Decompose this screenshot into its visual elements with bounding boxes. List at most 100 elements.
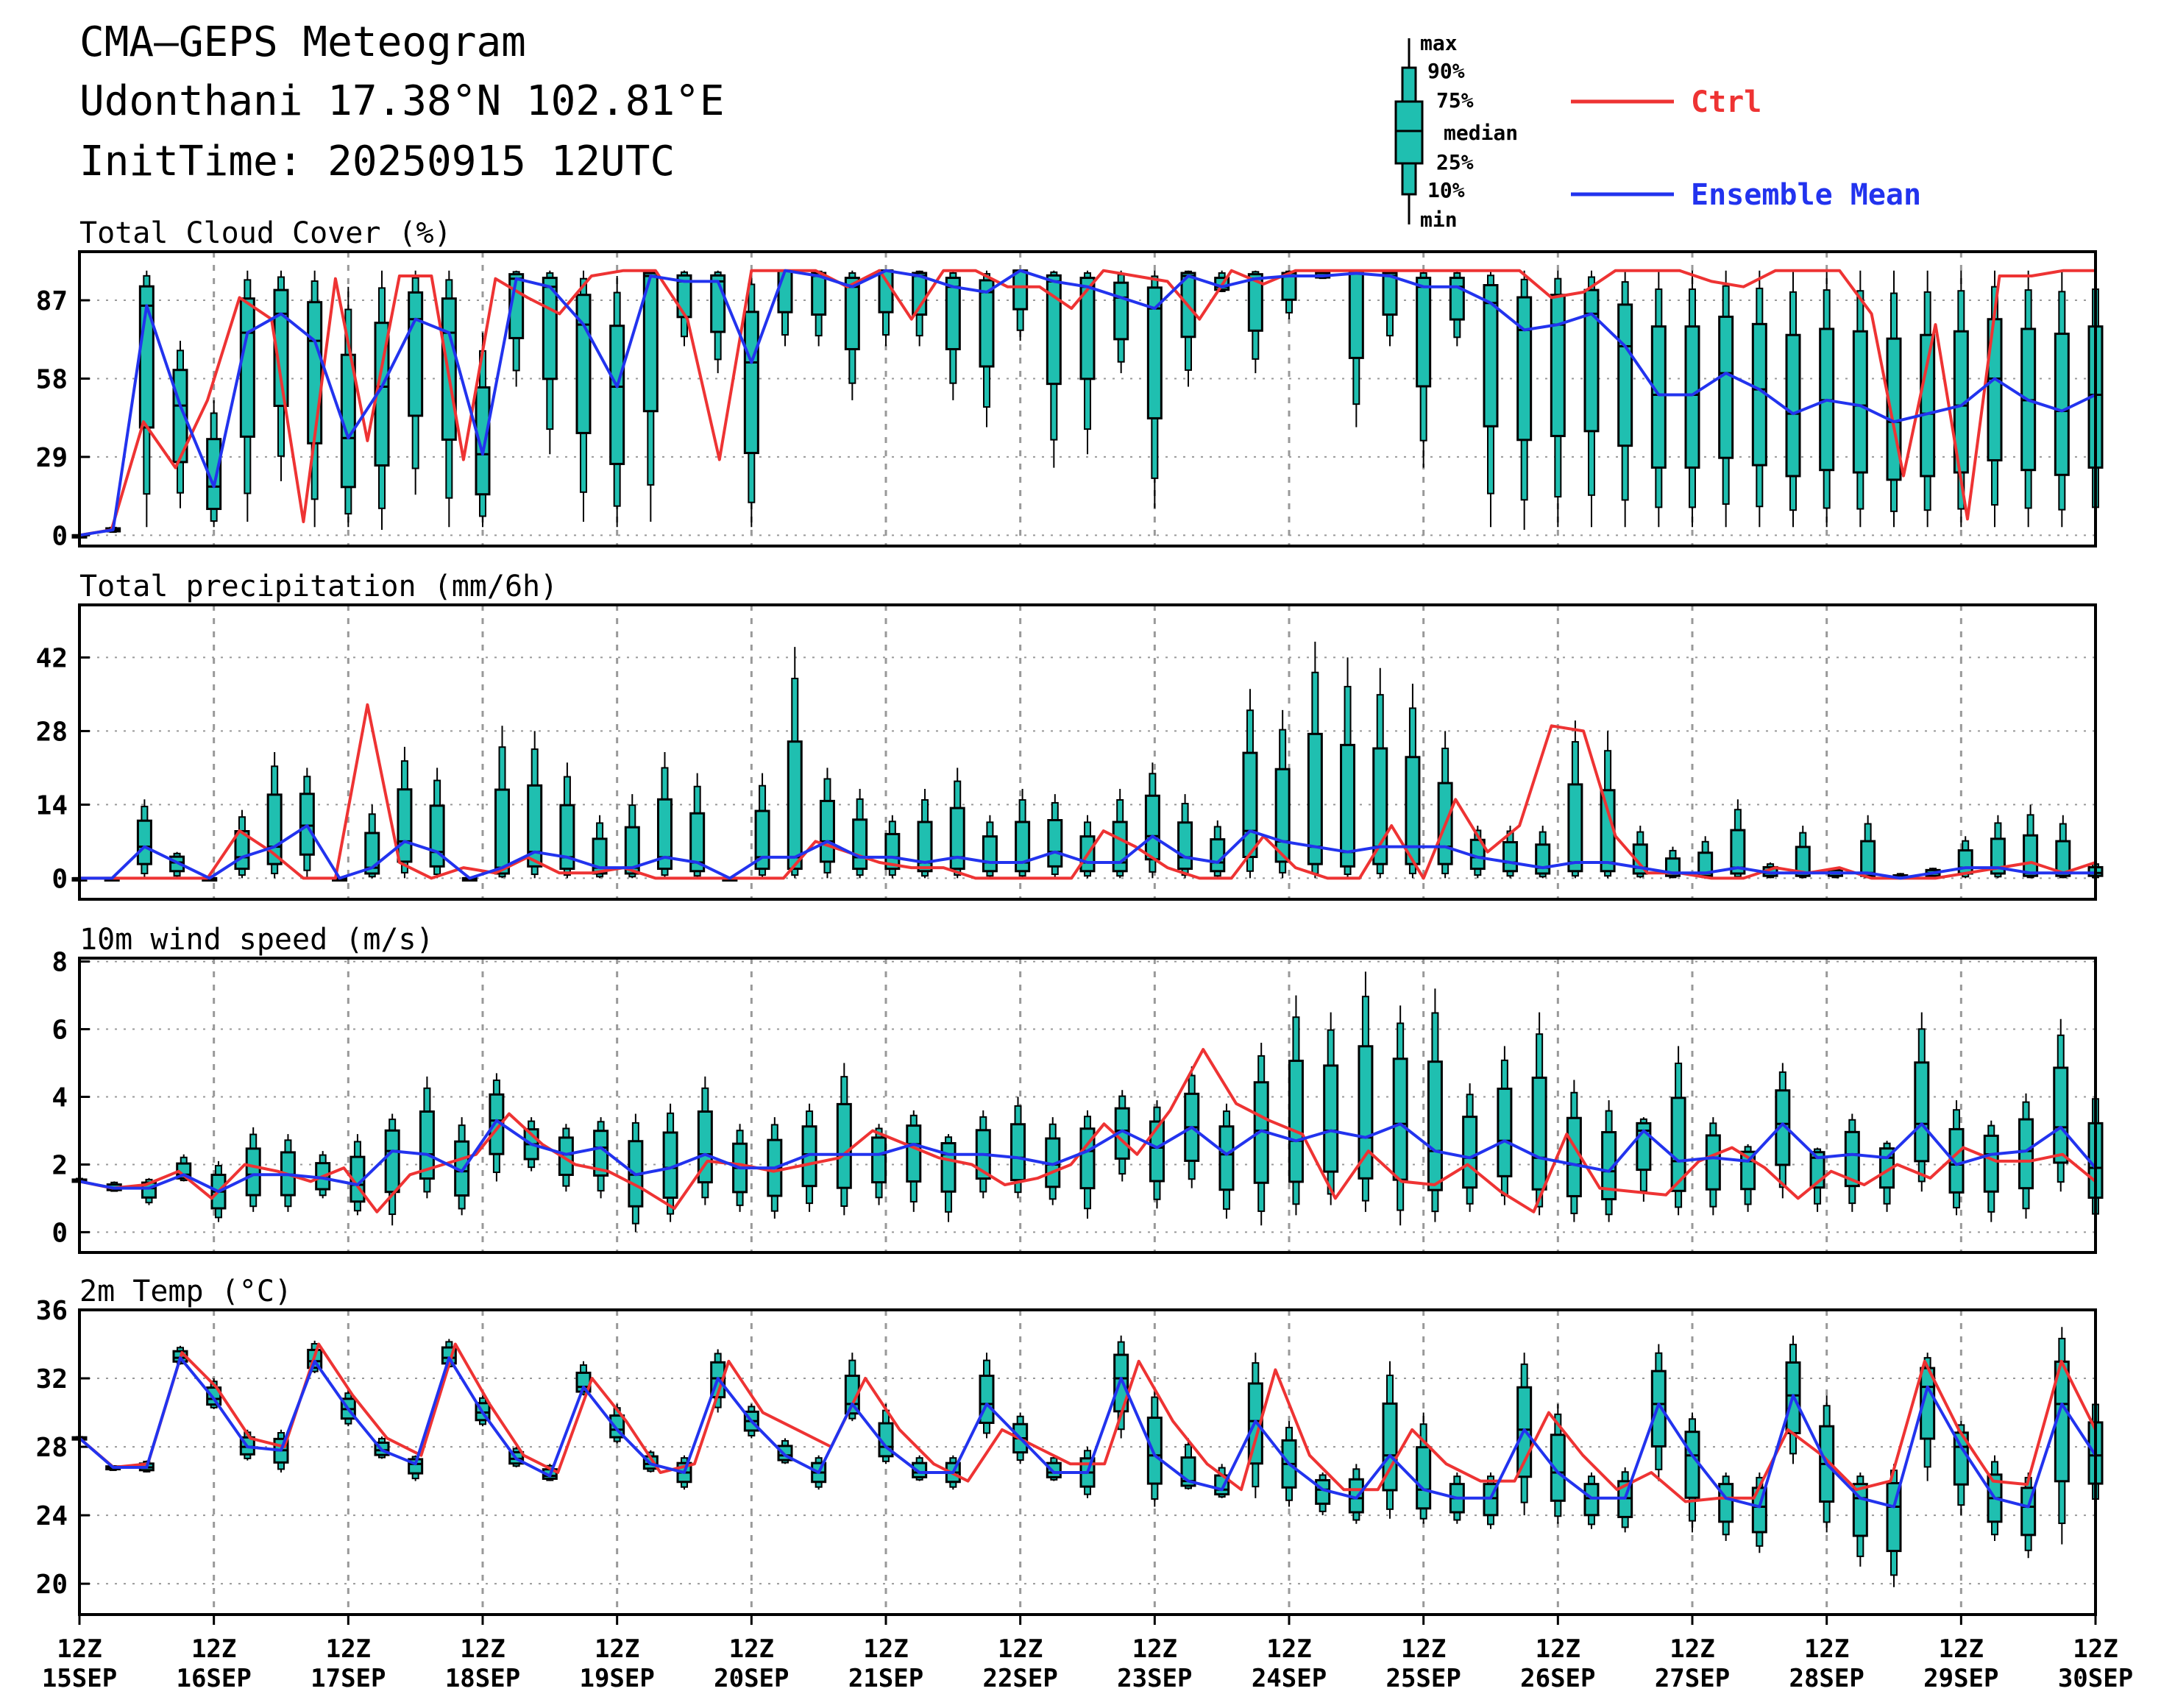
box-iqr bbox=[1785, 333, 1801, 478]
box-iqr bbox=[1382, 272, 1398, 316]
x-hour-label: 12Z bbox=[57, 1634, 102, 1664]
box-iqr bbox=[871, 1136, 887, 1184]
box-iqr bbox=[1288, 1060, 1304, 1183]
location: Udonthani 17.38°N 102.81°E bbox=[79, 77, 725, 125]
box-iqr bbox=[819, 799, 835, 863]
box-iqr bbox=[697, 1110, 713, 1184]
box-iqr bbox=[1012, 269, 1029, 311]
box-iqr bbox=[1323, 1064, 1339, 1173]
box-iqr bbox=[245, 1147, 261, 1197]
y-tick-label: 6 bbox=[52, 1016, 68, 1046]
box-iqr bbox=[1684, 325, 1700, 469]
legend-line-label: Ctrl bbox=[1691, 85, 1761, 119]
box-iqr bbox=[1146, 286, 1163, 419]
x-date-label: 19SEP bbox=[579, 1664, 654, 1693]
y-tick-label: 29 bbox=[36, 443, 68, 473]
x-date-label: 16SEP bbox=[176, 1664, 251, 1693]
box-iqr bbox=[1650, 1369, 1667, 1447]
box-iqr bbox=[1242, 751, 1258, 858]
y-tick-label: 28 bbox=[36, 1433, 68, 1463]
box-iqr bbox=[1218, 1125, 1235, 1191]
ctrl-line bbox=[79, 1048, 2097, 1213]
box-iqr bbox=[1705, 1134, 1721, 1191]
y-tick-label: 58 bbox=[36, 364, 68, 394]
x-hour-label: 12Z bbox=[1804, 1634, 1849, 1664]
panel-frame bbox=[78, 1308, 2097, 1616]
box-iqr bbox=[1990, 837, 2006, 875]
x-hour-label: 12Z bbox=[863, 1634, 908, 1664]
box-iqr bbox=[906, 1124, 922, 1183]
box-iqr bbox=[1718, 315, 1734, 459]
box-iqr bbox=[1348, 270, 1364, 359]
box-iqr bbox=[1247, 273, 1263, 332]
panel-1: Total Cloud Cover (%) 0 29 58 87 bbox=[36, 216, 2104, 551]
x-hour-label: 12Z bbox=[191, 1634, 236, 1664]
box-iqr bbox=[1177, 821, 1193, 871]
y-tick-label: 0 bbox=[52, 521, 68, 551]
mean-line bbox=[79, 824, 2096, 880]
box-iqr bbox=[787, 740, 803, 871]
box-iqr bbox=[1047, 819, 1063, 868]
box-iqr bbox=[1046, 274, 1062, 386]
x-hour-label: 12Z bbox=[595, 1634, 639, 1664]
box-iqr bbox=[689, 812, 706, 873]
box-iqr bbox=[397, 788, 413, 863]
box-iqr bbox=[136, 819, 152, 865]
legend-label: 10% bbox=[1427, 178, 1465, 202]
box-iqr bbox=[1583, 288, 1600, 433]
box-iqr bbox=[1670, 1096, 1686, 1192]
box-iqr bbox=[1957, 849, 1973, 875]
ctrl-line bbox=[79, 269, 2096, 537]
x-hour-label: 12Z bbox=[1669, 1634, 1714, 1664]
x-date-label: 18SEP bbox=[445, 1664, 520, 1693]
box-iqr bbox=[1210, 838, 1226, 873]
box-iqr bbox=[1427, 1060, 1443, 1191]
panel-frame bbox=[78, 250, 2097, 548]
x-date-label: 22SEP bbox=[982, 1664, 1057, 1693]
box-iqr bbox=[945, 277, 961, 350]
box-iqr bbox=[1015, 821, 1031, 873]
box-iqr bbox=[2023, 834, 2039, 877]
y-tick-label: 32 bbox=[36, 1364, 68, 1395]
box-iqr bbox=[1844, 1130, 1860, 1188]
box-iqr bbox=[2053, 1066, 2069, 1164]
legend-box-iqr bbox=[1394, 100, 1424, 165]
box-iqr bbox=[1718, 1483, 1734, 1523]
box-iqr bbox=[1340, 743, 1356, 868]
box-iqr bbox=[754, 809, 770, 871]
box-iqr bbox=[1010, 1123, 1026, 1182]
x-hour-label: 12Z bbox=[1939, 1634, 1984, 1664]
y-tick-label: 24 bbox=[36, 1501, 68, 1531]
box-iqr bbox=[811, 272, 827, 316]
x-hour-label: 12Z bbox=[729, 1634, 774, 1664]
x-date-label: 21SEP bbox=[848, 1664, 923, 1693]
legend-label: 25% bbox=[1436, 150, 1474, 174]
x-hour-label: 12Z bbox=[460, 1634, 505, 1664]
panel-title: 2m Temp (°C) bbox=[79, 1275, 292, 1308]
box-iqr bbox=[836, 1102, 852, 1189]
ctrl-line bbox=[78, 1342, 2097, 1503]
panel-2: Total precipitation (mm/6h) 0 14 28 42 bbox=[36, 570, 2104, 901]
x-date-label: 15SEP bbox=[42, 1664, 117, 1693]
y-tick-label: 0 bbox=[52, 1218, 68, 1248]
legend-line-label: Ensemble Mean bbox=[1691, 178, 1921, 212]
box-iqr bbox=[1914, 1061, 1930, 1163]
box-iqr bbox=[1046, 1461, 1062, 1478]
box-iqr bbox=[844, 277, 860, 350]
box-iqr bbox=[852, 818, 868, 871]
x-date-label: 30SEP bbox=[2058, 1664, 2133, 1693]
box-iqr bbox=[559, 804, 575, 871]
box-iqr bbox=[1449, 277, 1465, 321]
box-iqr bbox=[1392, 1057, 1408, 1181]
box-iqr bbox=[2018, 1118, 2034, 1190]
mean-line bbox=[79, 269, 2096, 537]
box-legend: max 90% 75% median 25% 10% min bbox=[1394, 31, 1518, 232]
box-iqr bbox=[1795, 846, 1811, 877]
x-date-label: 27SEP bbox=[1655, 1664, 1730, 1693]
box-iqr bbox=[1531, 1077, 1547, 1191]
box-iqr bbox=[1983, 1134, 1999, 1193]
box-iqr bbox=[1079, 277, 1096, 380]
x-hour-label: 12Z bbox=[1401, 1634, 1446, 1664]
panel-frame bbox=[78, 957, 2097, 1254]
